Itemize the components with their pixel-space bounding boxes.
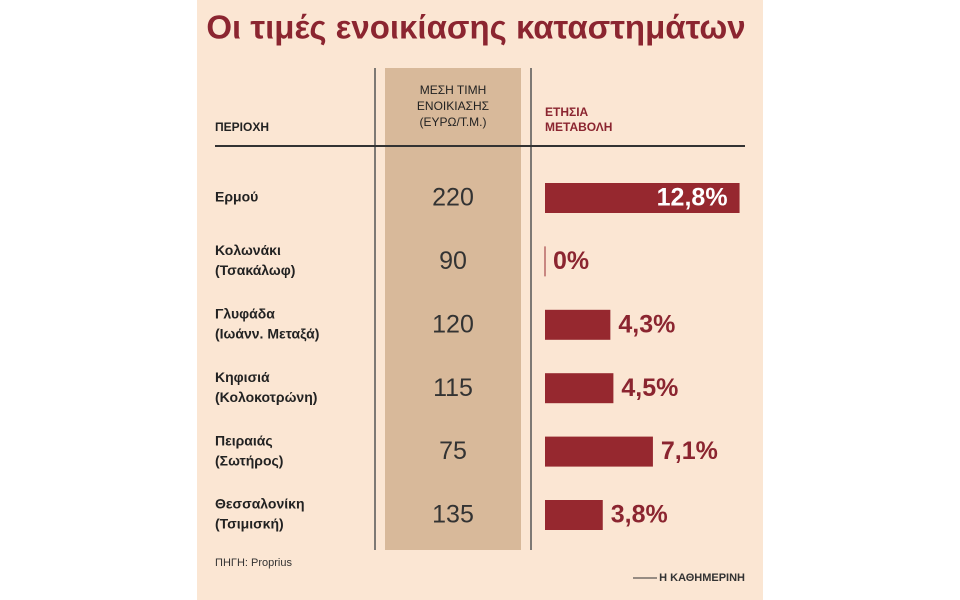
category-label: Γλυφάδα xyxy=(215,306,275,322)
price-column xyxy=(385,68,521,550)
column-header: ΕΝΟΙΚΙΑΣΗΣ xyxy=(417,99,489,113)
value-label: 0% xyxy=(553,247,589,275)
category-label: (Σωτήρος) xyxy=(215,452,283,468)
bar xyxy=(545,183,740,213)
value-label: 12,8% xyxy=(657,184,728,212)
category-label: (Τσιμισκή) xyxy=(215,516,284,532)
category-label: Κηφισιά xyxy=(215,369,270,385)
category-label: (Κολοκοτρώνη) xyxy=(215,389,317,405)
bar xyxy=(545,500,603,530)
value-label: 7,1% xyxy=(661,437,718,465)
value-label: 3,8% xyxy=(611,501,668,529)
value-label: 4,3% xyxy=(618,310,675,338)
category-label: (Τσακάλωφ) xyxy=(215,262,295,278)
price: 75 xyxy=(439,437,467,465)
credit: Η ΚΑΘΗΜΕΡΙΝΗ xyxy=(659,572,745,584)
column-header: ΜΕΤΑΒΟΛΗ xyxy=(545,120,612,134)
chart-title: Οι τιμές ενοικίασης καταστημάτων xyxy=(206,9,745,46)
category-label: Πειραιάς xyxy=(215,432,273,448)
category-label: Θεσσαλονίκη xyxy=(215,496,305,512)
bar xyxy=(545,373,614,404)
category-label: Κολωνάκι xyxy=(215,242,281,258)
category-label: (Ιωάνν. Μεταξά) xyxy=(215,326,319,342)
source: ΠΗΓΗ: Proprius xyxy=(215,557,292,569)
column-header: ΠΕΡΙΟΧΗ xyxy=(215,120,269,134)
value-label: 4,5% xyxy=(621,374,678,402)
bar xyxy=(545,436,653,467)
price: 135 xyxy=(432,501,474,529)
column-header: ΕΤΗΣΙΑ xyxy=(545,105,589,119)
category-label: Ερμού xyxy=(215,189,258,205)
price: 220 xyxy=(432,184,474,212)
bar xyxy=(545,309,611,340)
price: 90 xyxy=(439,247,467,275)
price: 120 xyxy=(432,310,474,338)
column-header: (ΕΥΡΩ/Τ.Μ.) xyxy=(420,115,487,129)
column-header: ΜΕΣΗ ΤΙΜΗ xyxy=(420,83,487,97)
price: 115 xyxy=(433,374,473,402)
